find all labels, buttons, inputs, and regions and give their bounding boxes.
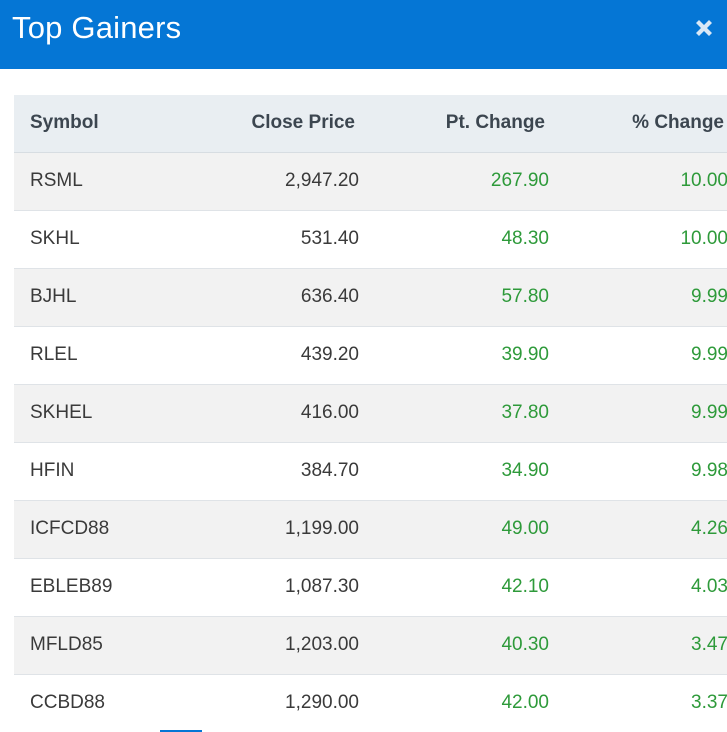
cell-close-price: 416.00 [300, 402, 359, 423]
cell-close-price: 531.40 [300, 228, 359, 249]
table-row[interactable]: RSML 2,947.20 267.90 10.00 [14, 152, 727, 210]
cell-pct-change: 3.37 [691, 692, 727, 713]
table-row[interactable]: HFIN 384.70 34.90 9.98 [14, 442, 727, 500]
cell-symbol: SKHL [30, 228, 80, 249]
cell-pt-change: 48.30 [501, 228, 549, 249]
cell-symbol: MFLD85 [30, 634, 103, 655]
cell-pct-change: 9.99 [691, 344, 727, 365]
cell-pct-change: 10.00 [680, 228, 727, 249]
cell-symbol: RLEL [30, 344, 78, 365]
cell-close-price: 636.40 [300, 286, 359, 307]
table-row[interactable]: CCBD88 1,290.00 42.00 3.37 [14, 674, 727, 732]
close-x-icon [696, 19, 712, 36]
table-row[interactable]: ICFCD88 1,199.00 49.00 4.26 [14, 500, 727, 558]
cell-symbol: BJHL [30, 286, 77, 307]
table-row[interactable]: SKHEL 416.00 37.80 9.99 [14, 384, 727, 442]
table-row[interactable]: BJHL 636.40 57.80 9.99 [14, 268, 727, 326]
scroll-indicator[interactable] [160, 730, 202, 732]
cell-close-price: 1,203.00 [285, 634, 359, 655]
table-row[interactable]: SKHL 531.40 48.30 10.00 [14, 210, 727, 268]
cell-pt-change: 40.30 [501, 634, 549, 655]
cell-close-price: 439.20 [300, 344, 359, 365]
column-header-symbol[interactable]: Symbol [14, 95, 185, 153]
cell-pt-change: 42.00 [501, 692, 549, 713]
cell-pct-change: 9.98 [691, 460, 727, 481]
table-row[interactable]: MFLD85 1,203.00 40.30 3.47 [14, 616, 727, 674]
cell-pt-change: 37.80 [501, 402, 549, 423]
cell-pct-change: 10.00 [680, 170, 727, 191]
cell-symbol: RSML [30, 170, 83, 191]
close-button[interactable] [691, 15, 717, 41]
cell-symbol: ICFCD88 [30, 518, 110, 539]
gainers-table: Symbol Close Price Pt. Change % Change R… [14, 95, 727, 732]
cell-symbol: CCBD88 [30, 692, 105, 713]
column-header-close-price[interactable]: Close Price [185, 95, 359, 153]
cell-pct-change: 9.99 [691, 286, 727, 307]
cell-pct-change: 4.03 [691, 576, 727, 597]
gainers-table-container[interactable]: Symbol Close Price Pt. Change % Change R… [14, 95, 727, 732]
cell-pct-change: 9.99 [691, 402, 727, 423]
column-header-pt-change[interactable]: Pt. Change [359, 95, 549, 153]
column-header-pct-change[interactable]: % Change [549, 95, 727, 153]
cell-close-price: 1,199.00 [285, 518, 359, 539]
cell-pct-change: 3.47 [691, 634, 727, 655]
cell-close-price: 1,087.30 [285, 576, 359, 597]
cell-symbol: SKHEL [30, 402, 93, 423]
cell-pt-change: 49.00 [501, 518, 549, 539]
cell-close-price: 2,947.20 [285, 170, 359, 191]
cell-pt-change: 34.90 [501, 460, 549, 481]
cell-pt-change: 42.10 [501, 576, 549, 597]
table-header: Symbol Close Price Pt. Change % Change [14, 95, 727, 153]
modal-header: Top Gainers [0, 0, 727, 69]
cell-pt-change: 57.80 [501, 286, 549, 307]
cell-pct-change: 4.26 [691, 518, 727, 539]
cell-close-price: 384.70 [300, 460, 359, 481]
modal-title: Top Gainers [12, 9, 182, 45]
cell-pt-change: 39.90 [501, 344, 549, 365]
table-row[interactable]: EBLEB89 1,087.30 42.10 4.03 [14, 558, 727, 616]
cell-symbol: HFIN [30, 460, 75, 481]
table-body: RSML 2,947.20 267.90 10.00 SKHL 531.40 4… [14, 152, 727, 732]
table-header-row: Symbol Close Price Pt. Change % Change [14, 95, 727, 153]
cell-pt-change: 267.90 [490, 170, 549, 191]
cell-close-price: 1,290.00 [285, 692, 359, 713]
table-row[interactable]: RLEL 439.20 39.90 9.99 [14, 326, 727, 384]
cell-symbol: EBLEB89 [30, 576, 113, 597]
